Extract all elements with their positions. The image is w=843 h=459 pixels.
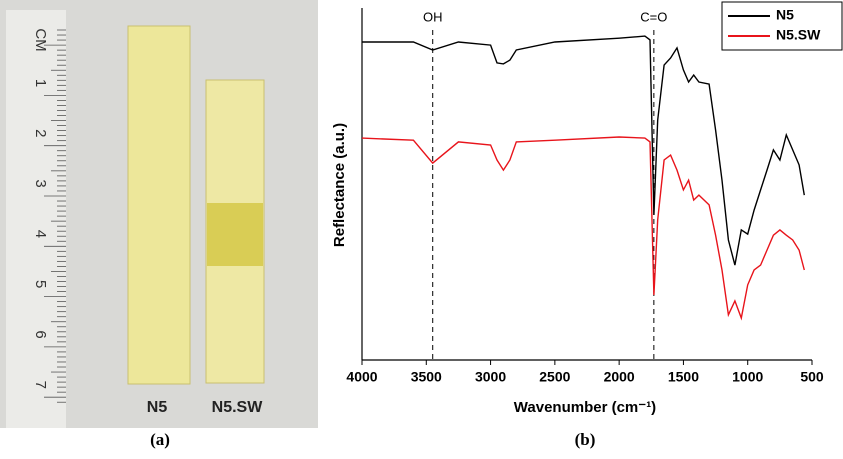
x-tick-label: 2000 — [604, 369, 635, 385]
x-tick-label: 3000 — [475, 369, 506, 385]
legend-label: N5 — [776, 7, 794, 23]
legend — [721, 1, 843, 51]
x-tick-label: 1000 — [732, 369, 763, 385]
series-line — [362, 35, 805, 266]
series-line — [361, 136, 805, 321]
soaked-region — [207, 203, 263, 266]
x-axis-label: Wavenumber (cm⁻¹) — [514, 399, 656, 416]
ruler-label: 1 — [32, 79, 49, 87]
annotation: C=O — [640, 9, 667, 24]
panel-label: (a) — [150, 430, 170, 449]
ruler-label: 4 — [32, 230, 49, 238]
ruler-label: 6 — [32, 330, 49, 338]
y-axis-label: Reflectance (a.u.) — [331, 123, 348, 247]
sample-label: N5 — [147, 399, 168, 416]
annotation: OH — [423, 9, 443, 24]
ruler-label: 7 — [32, 381, 49, 389]
x-tick-label: 4000 — [346, 369, 377, 385]
x-tick-label: 500 — [800, 369, 824, 385]
legend-label: N5.SW — [776, 27, 821, 43]
x-tick-label: 3500 — [411, 369, 442, 385]
sample-label: N5.SW — [212, 399, 264, 416]
ruler-label: 5 — [32, 280, 49, 288]
ruler-label: CM — [32, 28, 49, 51]
sample-strip — [127, 25, 191, 385]
x-tick-label: 2500 — [539, 369, 570, 385]
ruler — [6, 10, 66, 428]
x-tick-label: 1500 — [668, 369, 699, 385]
photo — [0, 0, 318, 428]
panel-label: (b) — [575, 430, 596, 449]
ruler-label: 2 — [32, 129, 49, 137]
ruler-label: 3 — [32, 179, 49, 187]
